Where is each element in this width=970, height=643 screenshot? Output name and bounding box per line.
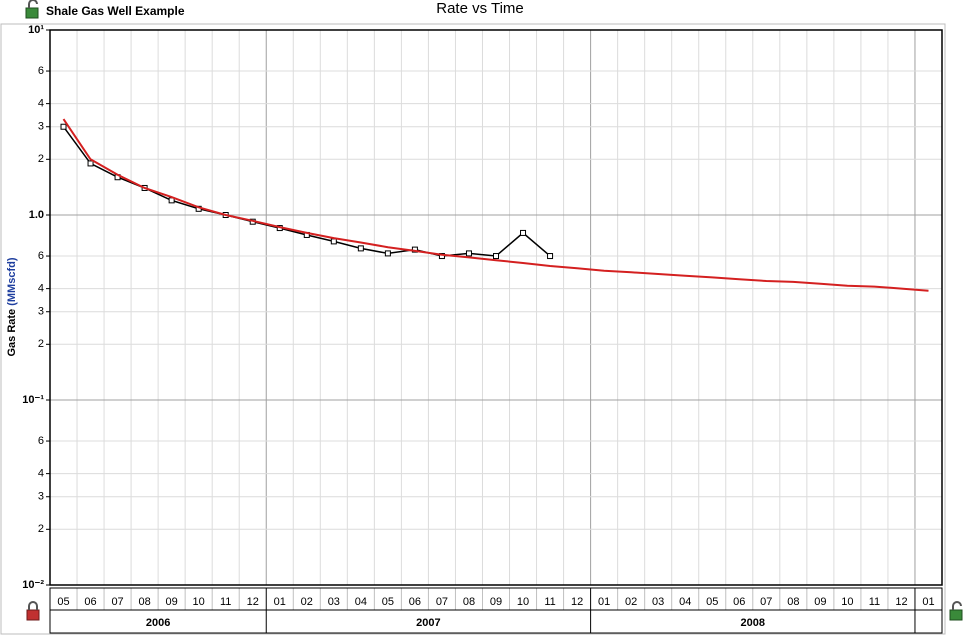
y-tick-label: 6 (38, 250, 44, 262)
x-tick-label: 05 (706, 596, 718, 608)
x-tick-label: 07 (760, 596, 772, 608)
x-axis-frame (49, 587, 943, 634)
year-label: 2007 (416, 617, 440, 629)
y-tick-label: 3 (38, 121, 44, 133)
x-tick-label: 01 (598, 596, 610, 608)
data-point (465, 250, 472, 257)
x-tick-label: 08 (787, 596, 799, 608)
data-point (60, 123, 67, 130)
x-tick-label: 07 (436, 596, 448, 608)
x-tick-label: 07 (111, 596, 123, 608)
y-tick-label: 6 (38, 435, 44, 447)
plot-area (50, 30, 942, 585)
y-label: Gas Rate (6, 309, 18, 357)
y-tick-label: 4 (38, 98, 44, 110)
x-tick-label: 06 (409, 596, 421, 608)
x-tick-label: 01 (922, 596, 934, 608)
x-tick-label: 02 (301, 596, 313, 608)
y-tick-label: 3 (38, 306, 44, 318)
y-tick-label: 2 (38, 523, 44, 535)
y-tick-label: 2 (38, 338, 44, 350)
plot-frame (49, 29, 943, 586)
year-label: 2008 (741, 617, 765, 629)
x-tick-label: 02 (625, 596, 637, 608)
x-tick-label: 06 (733, 596, 745, 608)
y-axis-label: Gas Rate (MMscfd) (6, 257, 18, 356)
data-point (493, 253, 499, 260)
x-tick-label: 05 (57, 596, 69, 608)
x-tick-label: 12 (571, 596, 583, 608)
y-tick-label: 1.0 (29, 209, 44, 221)
x-tick-label: 05 (382, 596, 394, 608)
y-tick-label: 10⁻¹ (22, 394, 44, 406)
y-tick-label: 4 (38, 283, 44, 295)
subtitle: Shale Gas Well Example (46, 4, 185, 18)
series-line (62, 118, 929, 292)
x-tick-label: 09 (490, 596, 502, 608)
x-tick-label: 03 (652, 596, 664, 608)
y-unit: (MMscfd) (6, 257, 18, 306)
lock-icon[interactable] (26, 601, 40, 621)
x-tick-label: 10 (193, 596, 205, 608)
x-tick-label: 12 (895, 596, 907, 608)
lock-icon[interactable] (949, 601, 963, 621)
x-tick-label: 09 (166, 596, 178, 608)
data-point (384, 250, 391, 257)
chart-title: Rate vs Time (436, 0, 524, 17)
x-tick-label: 04 (679, 596, 691, 608)
x-tick-label: 10 (841, 596, 853, 608)
x-tick-label: 06 (84, 596, 96, 608)
lock-icon[interactable] (25, 0, 39, 19)
x-tick-label: 03 (328, 596, 340, 608)
x-tick-label: 11 (220, 596, 231, 608)
data-point (520, 229, 527, 236)
x-tick-label: 10 (517, 596, 529, 608)
x-tick-label: 08 (463, 596, 475, 608)
x-tick-label: 04 (355, 596, 367, 608)
data-point (438, 253, 445, 260)
y-tick-label: 4 (38, 468, 44, 480)
x-tick-label: 09 (814, 596, 826, 608)
y-tick-label: 2 (38, 153, 44, 165)
data-point (547, 253, 554, 260)
y-tick-label: 10¹ (28, 24, 44, 36)
y-tick-label: 3 (38, 491, 44, 503)
x-tick-label: 12 (247, 596, 259, 608)
x-tick-label: 01 (274, 596, 286, 608)
data-point (357, 245, 364, 252)
data-point (330, 238, 337, 245)
outer-frame (0, 23, 946, 635)
data-point (87, 160, 94, 167)
x-tick-label: 11 (869, 596, 880, 608)
year-label: 2006 (146, 617, 170, 629)
x-tick-label: 11 (544, 596, 555, 608)
x-tick-label: 08 (138, 596, 150, 608)
y-tick-label: 10⁻² (22, 579, 44, 591)
y-tick-label: 6 (38, 65, 44, 77)
